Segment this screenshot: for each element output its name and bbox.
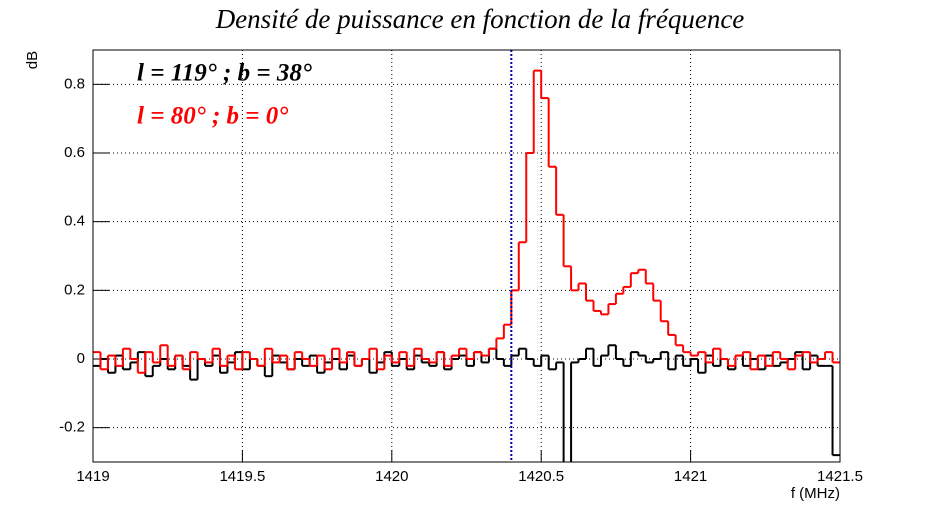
y-tick-label: 0.6 [64, 144, 85, 161]
y-tick-label: 0.2 [64, 281, 85, 298]
x-tick-label: 1419.5 [219, 468, 265, 485]
chart-title: Densité de puissance en fonction de la f… [215, 4, 745, 34]
plot-frame [92, 49, 841, 463]
y-tick-label: -0.2 [59, 419, 85, 436]
y-tick-label: 0.4 [64, 213, 85, 230]
x-axis-label: f (MHz) [791, 485, 840, 502]
y-axis-label: dB [24, 51, 41, 69]
x-tick-label: 1421 [674, 468, 707, 485]
x-tick-label: 1419 [76, 468, 109, 485]
y-tick-label: 0.8 [64, 75, 85, 92]
x-tick-label: 1420 [375, 468, 408, 485]
x-tick-label: 1421.5 [817, 468, 863, 485]
legend-entry: l = 80° ; b = 0° [137, 103, 288, 130]
y-tick-label: 0 [77, 350, 85, 367]
x-tick-label: 1420.5 [518, 468, 564, 485]
plot-area [93, 69, 840, 462]
legend-entry: l = 119° ; b = 38° [137, 60, 312, 87]
